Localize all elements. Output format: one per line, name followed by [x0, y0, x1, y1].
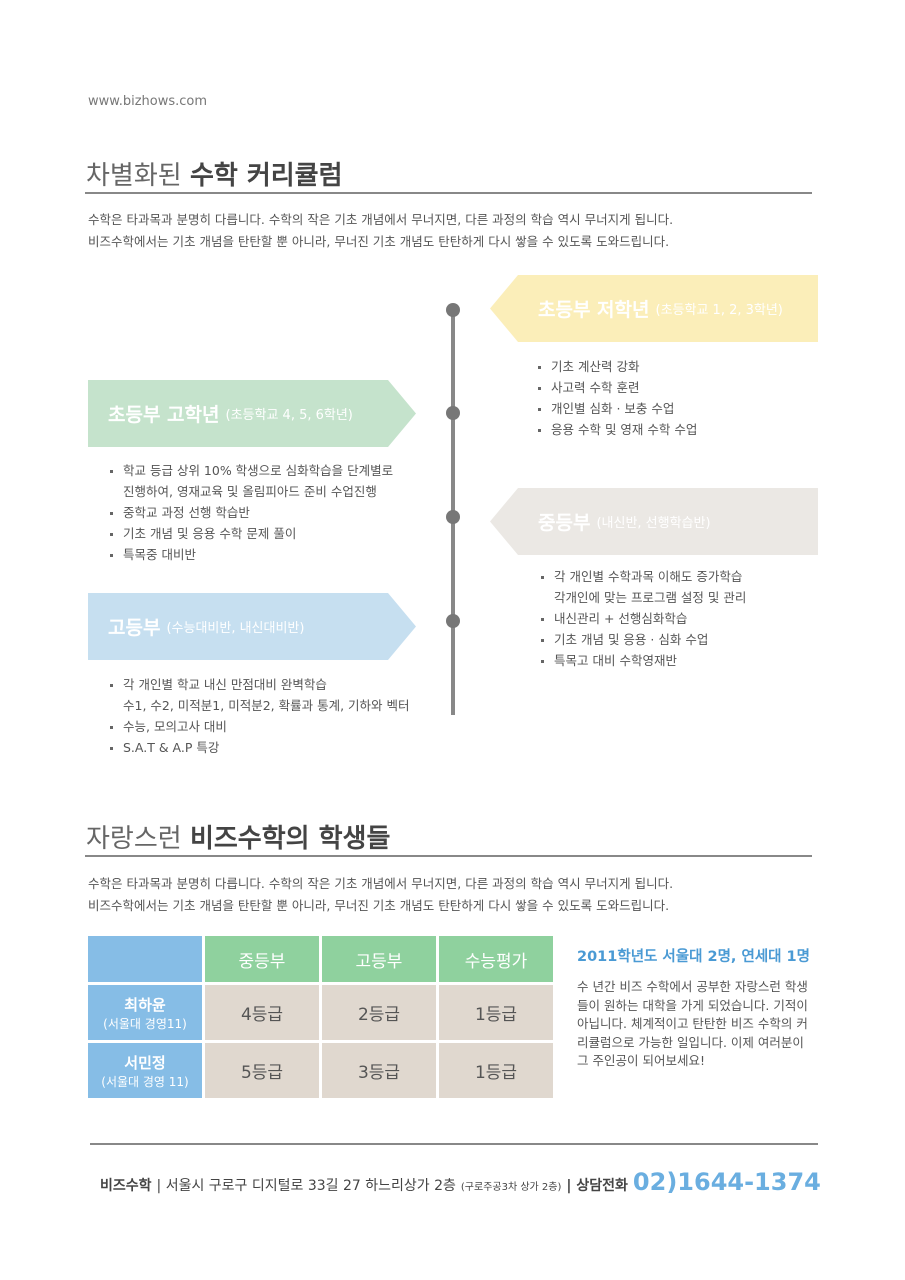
list-item: 중학교 과정 선행 학습반: [110, 502, 393, 523]
student-school: (서울대 경영11): [103, 1016, 187, 1031]
student-cell: 최하윤 (서울대 경영11): [88, 985, 202, 1040]
section-title: 차별화된 수학 커리큘럼: [86, 155, 343, 192]
item-line: 특목중 대비반: [123, 547, 196, 562]
stage-detail: (초등학교 1, 2, 3학년): [655, 303, 783, 318]
student-cell: 서민정 (서울대 경영 11): [88, 1043, 202, 1098]
title-light: 차별화된: [86, 161, 182, 191]
item-line: 각개인에 맞는 프로그램 설정 및 관리: [554, 590, 747, 605]
brand: 비즈수학: [100, 1178, 152, 1194]
list-item: 사고력 수학 훈련: [538, 377, 697, 398]
corner-cell: [88, 936, 202, 982]
stage-banner: 중등부 (내신반, 선행학습반): [490, 488, 818, 555]
intro: 수학은 타과목과 분명히 다릅니다. 수학의 작은 기초 개념에서 무너지면, …: [88, 873, 673, 917]
list-item: S.A.T & A.P 특강: [110, 737, 410, 758]
intro: 수학은 타과목과 분명히 다릅니다. 수학의 작은 기초 개념에서 무너지면, …: [88, 209, 673, 253]
item-line: 특목고 대비 수학영재반: [554, 653, 677, 668]
list-item: 내신관리 + 선행심화학습: [541, 608, 746, 629]
list-item: 기초 개념 및 응용 수학 문제 풀이: [110, 523, 393, 544]
rule: [90, 1143, 818, 1145]
student-school: (서울대 경영 11): [101, 1074, 189, 1089]
list-item: 특목고 대비 수학영재반: [541, 650, 746, 671]
list-item: 개인별 심화 · 보충 수업: [538, 398, 697, 419]
stage-name: 중등부: [538, 512, 591, 534]
header-cell: 수능평가: [439, 936, 553, 982]
item-line: 각 개인별 수학과목 이해도 증가학습: [554, 569, 743, 584]
student-name: 서민정: [124, 1053, 166, 1072]
item-line: 각 개인별 학교 내신 만점대비 완벽학습: [123, 677, 327, 692]
stage-name: 고등부: [108, 617, 161, 639]
title-light: 자랑스런: [86, 824, 182, 854]
item-line: 진행하여, 영재교육 및 올림피아드 준비 수업진행: [123, 484, 377, 499]
achievement-line: 리큘럼으로 가능한 일입니다. 이제 여러분이: [577, 1034, 804, 1050]
grade-cell: 5등급: [205, 1043, 319, 1098]
item-line: 기초 개념 및 응용 수학 문제 풀이: [123, 526, 297, 541]
header-cell: 고등부: [322, 936, 436, 982]
item-line: 기초 계산력 강화: [551, 359, 640, 374]
achievement-line: 아닙니다. 체계적이고 탄탄한 비즈 수학의 커: [577, 1016, 808, 1031]
list-item: 특목중 대비반: [110, 544, 393, 565]
rule: [85, 192, 812, 194]
student-name: 최하윤: [124, 995, 166, 1014]
item-line: 수능, 모의고사 대비: [123, 719, 227, 734]
intro-line: 비즈수학에서는 기초 개념을 탄탄할 뿐 아니라, 무너진 기초 개념도 탄탄하…: [88, 234, 670, 249]
address: | 서울시 구로구 디지털로 33길 27 하느리상가 2층: [156, 1178, 456, 1194]
list-item: 기초 개념 및 응용 · 심화 수업: [541, 629, 746, 650]
rule: [85, 855, 812, 857]
item-line: 중학교 과정 선행 학습반: [123, 505, 250, 520]
item-line: 수1, 수2, 미적분1, 미적분2, 확률과 통계, 기하와 벡터: [123, 698, 410, 713]
phone: 02)1644-1374: [632, 1168, 821, 1196]
title-bold: 수학 커리큘럼: [189, 161, 343, 191]
stage-detail: (수능대비반, 내신대비반): [166, 621, 305, 636]
section-title: 자랑스런 비즈수학의 학생들: [86, 818, 390, 855]
timeline: [446, 303, 460, 715]
phone-label: | 상담전화: [566, 1178, 628, 1194]
results-table: 중등부 고등부 수능평가 최하윤 (서울대 경영11) 4등급 2등급 1등급 서…: [85, 933, 556, 1101]
stage-banner: 초등부 저학년 (초등학교 1, 2, 3학년): [490, 275, 818, 342]
url: www.bizhows.com: [88, 94, 208, 109]
stage-banner: 고등부 (수능대비반, 내신대비반): [88, 593, 416, 660]
stage-name: 초등부 고학년: [108, 404, 220, 426]
grade-cell: 1등급: [439, 1043, 553, 1098]
list-item: 수능, 모의고사 대비: [110, 716, 410, 737]
achievement-line: 그 주인공이 되어보세요!: [577, 1053, 705, 1068]
stage-name: 초등부 저학년: [538, 299, 650, 321]
title-bold: 비즈수학의 학생들: [189, 824, 391, 854]
header-cell: 중등부: [205, 936, 319, 982]
item-line: 사고력 수학 훈련: [551, 380, 640, 395]
stage-banner: 초등부 고학년 (초등학교 4, 5, 6학년): [88, 380, 416, 447]
grade-cell: 3등급: [322, 1043, 436, 1098]
address-note: (구로주공3차 상가 2층): [460, 1182, 562, 1193]
intro-line: 비즈수학에서는 기초 개념을 탄탄할 뿐 아니라, 무너진 기초 개념도 탄탄하…: [88, 898, 670, 913]
item-line: 학교 등급 상위 10% 학생으로 심화학습을 단계별로: [123, 463, 394, 478]
grade-cell: 4등급: [205, 985, 319, 1040]
list-item: 기초 계산력 강화: [538, 356, 697, 377]
stage-detail: (초등학교 4, 5, 6학년): [225, 408, 353, 423]
grade-cell: 1등급: [439, 985, 553, 1040]
achievement-line: 수 년간 비즈 수학에서 공부한 자랑스런 학생: [577, 979, 808, 994]
achievement-line: 들이 원하는 대학을 가게 되었습니다. 기적이: [577, 997, 808, 1013]
stage-detail: (내신반, 선행학습반): [596, 516, 711, 531]
intro-line: 수학은 타과목과 분명히 다릅니다. 수학의 작은 기초 개념에서 무너지면, …: [88, 212, 674, 227]
grade-cell: 2등급: [322, 985, 436, 1040]
list-item: 응용 수학 및 영재 수학 수업: [538, 419, 697, 440]
achievement-title: 2011학년도 서울대 2명, 연세대 1명: [577, 949, 810, 965]
item-line: S.A.T & A.P 특강: [123, 740, 220, 755]
item-line: 기초 개념 및 응용 · 심화 수업: [554, 632, 709, 647]
item-line: 응용 수학 및 영재 수학 수업: [551, 422, 698, 437]
item-line: 개인별 심화 · 보충 수업: [551, 401, 675, 416]
item-line: 내신관리 + 선행심화학습: [554, 611, 688, 626]
intro-line: 수학은 타과목과 분명히 다릅니다. 수학의 작은 기초 개념에서 무너지면, …: [88, 876, 674, 891]
footer: 비즈수학 | 서울시 구로구 디지털로 33길 27 하느리상가 2층 (구로주…: [100, 1168, 821, 1196]
